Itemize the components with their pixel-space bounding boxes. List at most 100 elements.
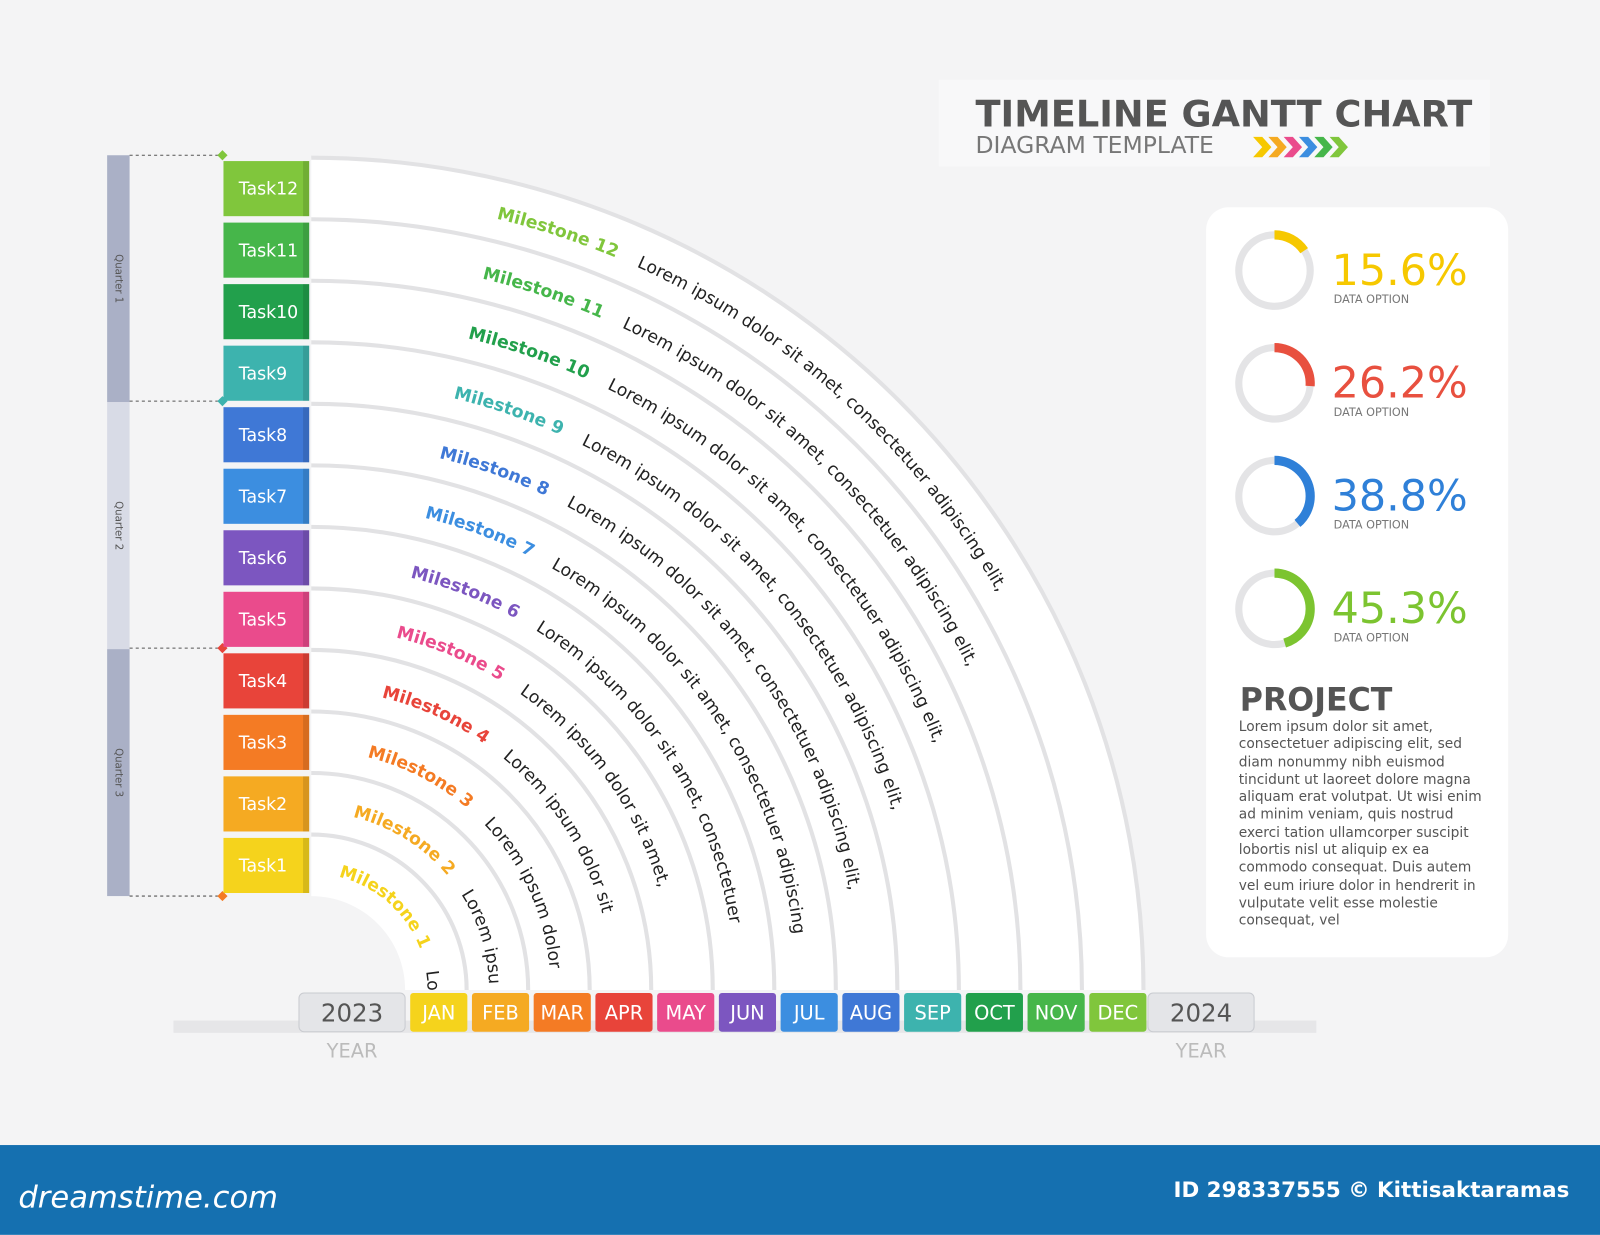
donut-value: 15.6%	[1332, 246, 1468, 296]
month-box	[842, 993, 900, 1032]
chevron	[1283, 136, 1303, 158]
task-label: Task8	[238, 426, 287, 446]
task-box	[223, 653, 310, 709]
task-shade	[303, 837, 310, 894]
month-label: FEB	[482, 1002, 519, 1025]
quarter-bar	[107, 649, 130, 897]
project-body: Lorem ipsum dolor sit amet, consectetuer…	[1238, 718, 1482, 929]
task-shade	[303, 776, 310, 832]
month-box	[533, 993, 591, 1032]
month-label: MAY	[666, 1002, 706, 1025]
project-text: Lorem ipsum dolor sit amet, consectetuer…	[1238, 718, 1482, 929]
task-box	[223, 222, 310, 278]
month-label: JUL	[793, 1002, 825, 1025]
quarter-label: Quarter 1	[112, 254, 123, 303]
chevron	[1253, 136, 1272, 158]
task-shade	[303, 468, 310, 524]
donut-caption: DATA OPTION	[1334, 519, 1409, 532]
donut-value: 26.2%	[1332, 359, 1468, 409]
connector-dot	[217, 890, 228, 902]
task-shade	[303, 714, 310, 770]
task-shade	[303, 284, 310, 340]
month-box	[904, 993, 962, 1032]
month-box	[780, 993, 838, 1032]
month-box	[595, 993, 653, 1032]
month-label: NOV	[1035, 1002, 1078, 1025]
task-label: Task11	[238, 241, 298, 261]
task-shade	[303, 345, 310, 401]
task-box	[223, 284, 310, 340]
month-label: SEP	[915, 1002, 952, 1025]
month-box	[657, 993, 715, 1032]
task-label: Task5	[238, 610, 287, 630]
task-shade	[303, 222, 310, 278]
year-label: 2024	[1170, 999, 1232, 1028]
donut-arc	[1234, 455, 1315, 537]
footer-brand: dreamstime.com	[18, 1180, 278, 1215]
task-label: Task6	[238, 549, 287, 569]
month-box	[1089, 993, 1147, 1032]
month-label: APR	[605, 1002, 643, 1025]
arc-divider	[311, 155, 1146, 990]
title: TIMELINE GANTT CHART	[976, 93, 1473, 136]
task-shade	[303, 407, 310, 463]
arc-divider	[311, 709, 592, 990]
month-label: JAN	[421, 1002, 455, 1025]
month-box	[1027, 993, 1085, 1032]
task-label: Task10	[238, 303, 298, 323]
title-panel	[938, 79, 1490, 167]
task-box	[223, 468, 310, 524]
project-title: PROJECT	[1240, 682, 1393, 718]
arc-region	[311, 158, 1144, 990]
arc-divider	[311, 463, 838, 990]
task-box	[223, 591, 310, 647]
task-label: Task3	[238, 734, 287, 754]
task-shade	[303, 530, 310, 586]
donut-caption: DATA OPTION	[1334, 293, 1409, 306]
quarter-bar	[107, 155, 130, 403]
task-box	[223, 407, 310, 463]
task-label: Task1	[238, 857, 287, 877]
task-label: Task9	[238, 364, 287, 384]
task-label: Task2	[238, 795, 287, 815]
side-card	[1206, 207, 1509, 958]
donut-arc	[1234, 230, 1315, 311]
connector-dot	[217, 150, 228, 161]
month-box	[410, 993, 468, 1032]
arc-divider	[311, 770, 531, 990]
task-label: Task7	[238, 487, 287, 507]
donut-caption: DATA OPTION	[1334, 631, 1409, 644]
chevron	[1314, 136, 1333, 158]
footer-credit: ID 298337555 © Kittisaktaramas	[1174, 1178, 1570, 1203]
year-caption: YEAR	[326, 1039, 378, 1062]
chevron	[1268, 136, 1287, 158]
arc-divider	[311, 340, 961, 990]
donut-arc	[1234, 343, 1315, 424]
month-label: AUG	[850, 1002, 892, 1025]
task-box	[223, 530, 310, 586]
donut-value: 45.3%	[1332, 584, 1468, 634]
task-label: Task4	[238, 672, 287, 692]
year-caption: YEAR	[1175, 1039, 1227, 1062]
donut-arc	[1234, 568, 1315, 650]
task-shade	[303, 161, 310, 217]
task-box	[223, 161, 310, 217]
chevron	[1298, 136, 1318, 158]
month-label: DEC	[1098, 1002, 1139, 1025]
arc-divider	[311, 647, 654, 990]
task-box	[223, 345, 310, 401]
arc-divider	[311, 278, 1023, 990]
arc-divider	[311, 401, 900, 990]
month-box	[471, 993, 530, 1032]
task-label: Task12	[238, 180, 298, 200]
arc-divider	[311, 217, 1084, 990]
month-label: OCT	[974, 1002, 1015, 1025]
year-box	[298, 992, 406, 1033]
task-box	[223, 837, 310, 894]
donut-caption: DATA OPTION	[1334, 406, 1409, 419]
task-box	[223, 776, 310, 832]
month-label: JUN	[729, 1002, 764, 1025]
task-box	[223, 714, 310, 770]
